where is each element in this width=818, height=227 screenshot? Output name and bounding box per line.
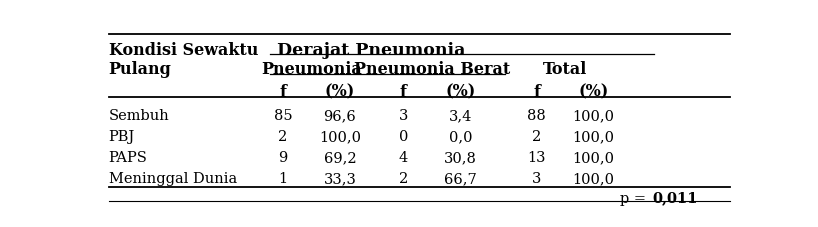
Text: 96,6: 96,6 — [324, 109, 357, 123]
Text: 1: 1 — [278, 171, 287, 185]
Text: (%): (%) — [325, 84, 355, 100]
Text: 100,0: 100,0 — [573, 130, 614, 143]
Text: 88: 88 — [527, 109, 546, 123]
Text: 4: 4 — [398, 151, 408, 164]
Text: 2: 2 — [532, 130, 542, 143]
Text: 100,0: 100,0 — [319, 130, 361, 143]
Text: Total: Total — [543, 61, 587, 78]
Text: Meninggal Dunia: Meninggal Dunia — [109, 171, 237, 185]
Text: f: f — [533, 84, 540, 100]
Text: 0,011: 0,011 — [653, 191, 698, 205]
Text: 3: 3 — [398, 109, 408, 123]
Text: PBJ: PBJ — [109, 130, 135, 143]
Text: 2: 2 — [398, 171, 408, 185]
Text: 69,2: 69,2 — [324, 151, 357, 164]
Text: 9: 9 — [278, 151, 288, 164]
Text: 66,7: 66,7 — [444, 171, 477, 185]
Text: Pneumonia: Pneumonia — [261, 61, 362, 78]
Text: PAPS: PAPS — [109, 151, 147, 164]
Text: 33,3: 33,3 — [324, 171, 357, 185]
Text: 85: 85 — [273, 109, 292, 123]
Text: p =: p = — [620, 191, 650, 205]
Text: 0: 0 — [398, 130, 408, 143]
Text: 100,0: 100,0 — [573, 151, 614, 164]
Text: Derajat Pneumonia: Derajat Pneumonia — [277, 42, 466, 58]
Text: 30,8: 30,8 — [444, 151, 477, 164]
Text: Sembuh: Sembuh — [109, 109, 169, 123]
Text: 3: 3 — [532, 171, 542, 185]
Text: 13: 13 — [528, 151, 546, 164]
Text: f: f — [400, 84, 407, 100]
Text: 100,0: 100,0 — [573, 109, 614, 123]
Text: 100,0: 100,0 — [573, 171, 614, 185]
Text: Pulang: Pulang — [109, 61, 172, 78]
Text: 2: 2 — [278, 130, 288, 143]
Text: Pneumonia Berat: Pneumonia Berat — [353, 61, 510, 78]
Text: f: f — [280, 84, 286, 100]
Text: 3,4: 3,4 — [449, 109, 472, 123]
Text: Kondisi Sewaktu: Kondisi Sewaktu — [109, 42, 258, 58]
Text: (%): (%) — [578, 84, 609, 100]
Text: 0,0: 0,0 — [449, 130, 472, 143]
Text: (%): (%) — [445, 84, 475, 100]
